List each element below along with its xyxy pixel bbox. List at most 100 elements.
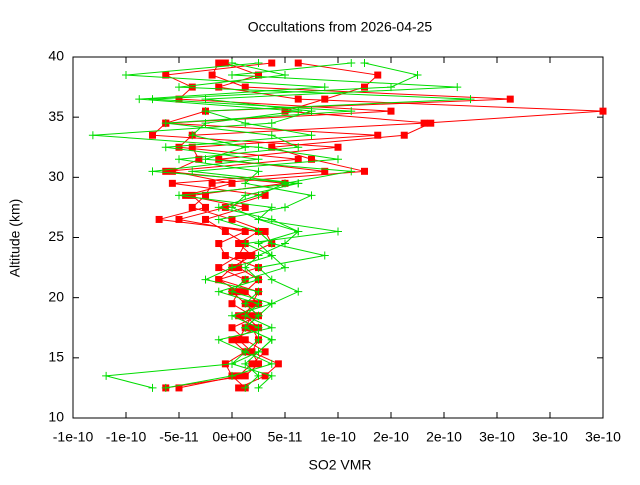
point — [261, 191, 269, 199]
point — [294, 59, 302, 67]
point — [148, 167, 157, 176]
point — [267, 323, 276, 332]
point — [228, 59, 236, 68]
profile-line — [125, 62, 352, 389]
point — [254, 311, 263, 320]
point — [267, 371, 276, 380]
point — [248, 252, 256, 260]
point — [241, 203, 249, 211]
point — [267, 215, 276, 224]
point — [175, 143, 183, 151]
point — [102, 371, 111, 380]
point — [294, 179, 303, 188]
point — [228, 359, 236, 368]
x-tick-label: 1e-10 — [320, 429, 356, 445]
point — [215, 83, 223, 91]
point — [334, 143, 342, 151]
point — [175, 95, 183, 103]
point — [241, 119, 250, 128]
point — [148, 383, 157, 392]
point — [248, 300, 256, 308]
point — [261, 372, 269, 380]
point — [228, 300, 236, 308]
point — [360, 59, 369, 68]
point — [248, 348, 256, 356]
point — [387, 83, 395, 92]
point — [294, 287, 303, 296]
point — [413, 71, 422, 80]
y-tick-label: 20 — [48, 288, 64, 304]
point — [248, 360, 256, 368]
point — [241, 311, 250, 320]
y-tick-label: 25 — [48, 228, 64, 244]
point — [235, 264, 243, 272]
point — [215, 240, 223, 248]
point — [241, 323, 250, 332]
point — [215, 155, 223, 163]
point — [281, 239, 289, 248]
point — [201, 155, 210, 164]
point — [122, 71, 130, 80]
point — [188, 167, 197, 176]
point — [241, 263, 250, 272]
point — [347, 167, 356, 176]
point — [320, 251, 329, 260]
profile-line — [191, 62, 433, 389]
point — [241, 252, 249, 260]
plot-frame — [72, 56, 604, 419]
point — [248, 312, 256, 320]
point — [267, 275, 276, 284]
point — [175, 191, 183, 200]
point — [228, 71, 236, 80]
point — [361, 167, 368, 175]
point — [466, 95, 475, 104]
point — [195, 155, 203, 163]
point — [188, 131, 197, 140]
point — [281, 107, 289, 115]
x-axis-label: SO2 VMR — [308, 457, 371, 473]
point — [267, 239, 276, 248]
point — [188, 203, 196, 211]
point — [88, 131, 97, 140]
point — [214, 335, 223, 344]
point — [215, 264, 223, 272]
point — [347, 59, 356, 68]
point — [182, 191, 190, 199]
point — [254, 287, 263, 296]
point — [235, 240, 243, 248]
point — [453, 83, 462, 92]
point — [307, 131, 316, 140]
point — [321, 95, 329, 103]
point — [215, 276, 223, 284]
point — [387, 107, 395, 115]
point — [506, 95, 514, 103]
y-axis-label: Altitude (km) — [7, 199, 23, 278]
point — [188, 83, 196, 91]
point — [162, 167, 170, 175]
point — [214, 287, 223, 296]
point — [208, 179, 216, 187]
point — [228, 179, 236, 187]
x-tick-label: -1e-10 — [53, 429, 94, 445]
point — [374, 71, 382, 79]
point — [267, 251, 276, 260]
point — [241, 372, 249, 380]
point — [268, 59, 276, 67]
point — [215, 59, 223, 67]
point — [228, 311, 236, 320]
point — [281, 179, 289, 188]
x-tick-label: -1e-10 — [106, 429, 147, 445]
point — [202, 203, 209, 211]
point — [241, 299, 250, 308]
point — [254, 275, 263, 284]
point — [268, 143, 276, 151]
point — [235, 312, 243, 320]
point — [261, 348, 269, 356]
point — [427, 119, 435, 127]
point — [241, 359, 250, 368]
profile-line — [163, 62, 392, 389]
x-tick-label: 2e-10 — [373, 429, 409, 445]
point — [261, 227, 269, 235]
